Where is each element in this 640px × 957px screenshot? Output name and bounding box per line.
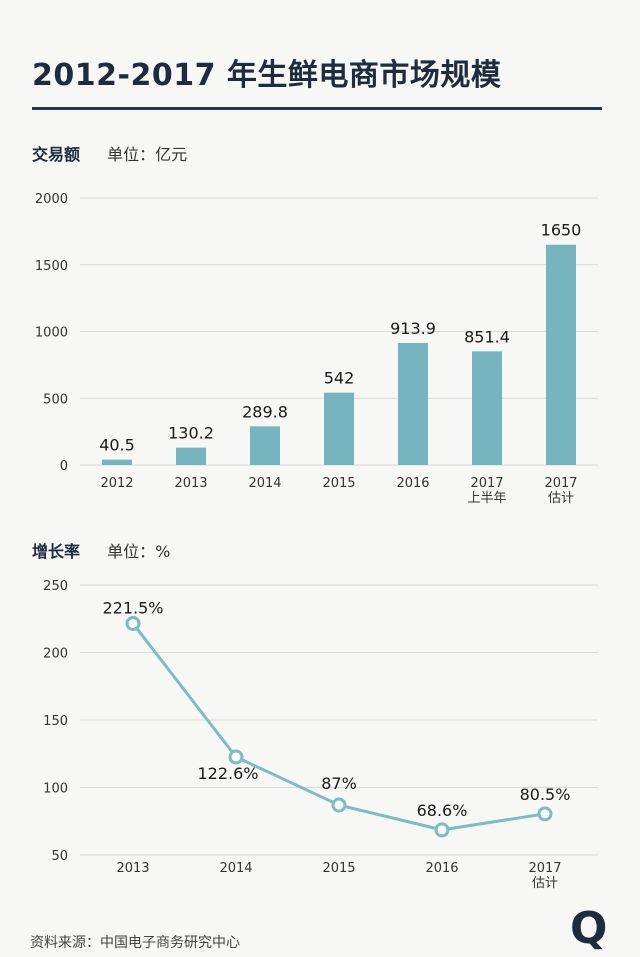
bar [398,342,428,465]
bar-x-tick-label: 2016 [396,476,429,491]
line-x-tick-label: 2015 [322,861,355,876]
bar [472,351,502,465]
title-divider [32,107,602,110]
bar [324,392,354,465]
line-x-tick-label: 2017 估计 [528,861,561,891]
growth-value-label: 80.5% [520,785,571,804]
volume-unit: 单位：亿元 [107,145,188,164]
bar [176,447,206,465]
line-y-tick-label: 50 [51,849,68,864]
bar-y-tick-label: 500 [43,392,68,407]
bar-value-label: 913.9 [390,319,436,338]
line-y-tick-label: 250 [43,579,68,594]
line-y-tick-label: 200 [43,647,68,662]
bar-x-tick-label: 2012 [100,476,133,491]
source-note: 资料来源：中国电子商务研究中心 [30,935,240,951]
bar-x-tick-label: 2017 上半年 [467,476,506,506]
bar-value-label: 851.4 [464,327,510,346]
brand-logo: Q [570,903,608,954]
volume-label: 交易额 [32,145,81,164]
bar-x-tick-label: 2013 [174,476,207,491]
growth-point [331,797,347,813]
volume-section-header: 交易额 单位：亿元 [32,141,187,165]
growth-value-label: 221.5% [102,598,163,617]
line-x-tick-label: 2016 [425,861,458,876]
growth-point [537,806,553,822]
bar-x-tick-label: 2017 估计 [544,476,577,506]
growth-point [228,749,244,765]
line-x-tick-label: 2013 [116,861,149,876]
volume-bar-chart: 0 500 1000 1500 2000 40.5 2012 130.2 2013 289.8 20… [35,192,598,506]
bar-y-tick-label: 1000 [35,326,68,341]
bar-value-label: 542 [324,369,355,388]
bar-value-label: 40.5 [99,436,135,455]
growth-value-label: 87% [321,774,357,793]
bar [250,426,280,465]
growth-section-header: 增长率 单位：% [32,538,170,562]
growth-point [125,615,141,631]
bar-y-tick-label: 0 [60,459,68,474]
line-y-tick-label: 100 [43,782,68,797]
line-y-tick-label: 150 [43,714,68,729]
growth-point [434,822,450,838]
growth-unit: 单位：% [107,542,171,561]
bar [546,244,576,465]
growth-value-label: 122.6% [197,764,258,783]
line-x-tick-label: 2014 [219,861,252,876]
bar-y-tick-label: 2000 [35,192,68,207]
bar-x-tick-label: 2014 [248,476,281,491]
bar-value-label: 289.8 [242,402,288,421]
growth-label: 增长率 [32,542,81,561]
growth-value-label: 68.6% [417,801,468,820]
bar-value-label: 130.2 [168,424,214,443]
page-title: 2012-2017 年生鲜电商市场规模 [32,58,502,93]
growth-line-chart: 50 100 150 200 250 221.5% 2013 122.6% 2014 87% 201… [43,579,598,891]
bar-value-label: 1650 [541,221,582,240]
bar [102,459,132,465]
bar-x-tick-label: 2015 [322,476,355,491]
bar-y-tick-label: 1500 [35,259,68,274]
